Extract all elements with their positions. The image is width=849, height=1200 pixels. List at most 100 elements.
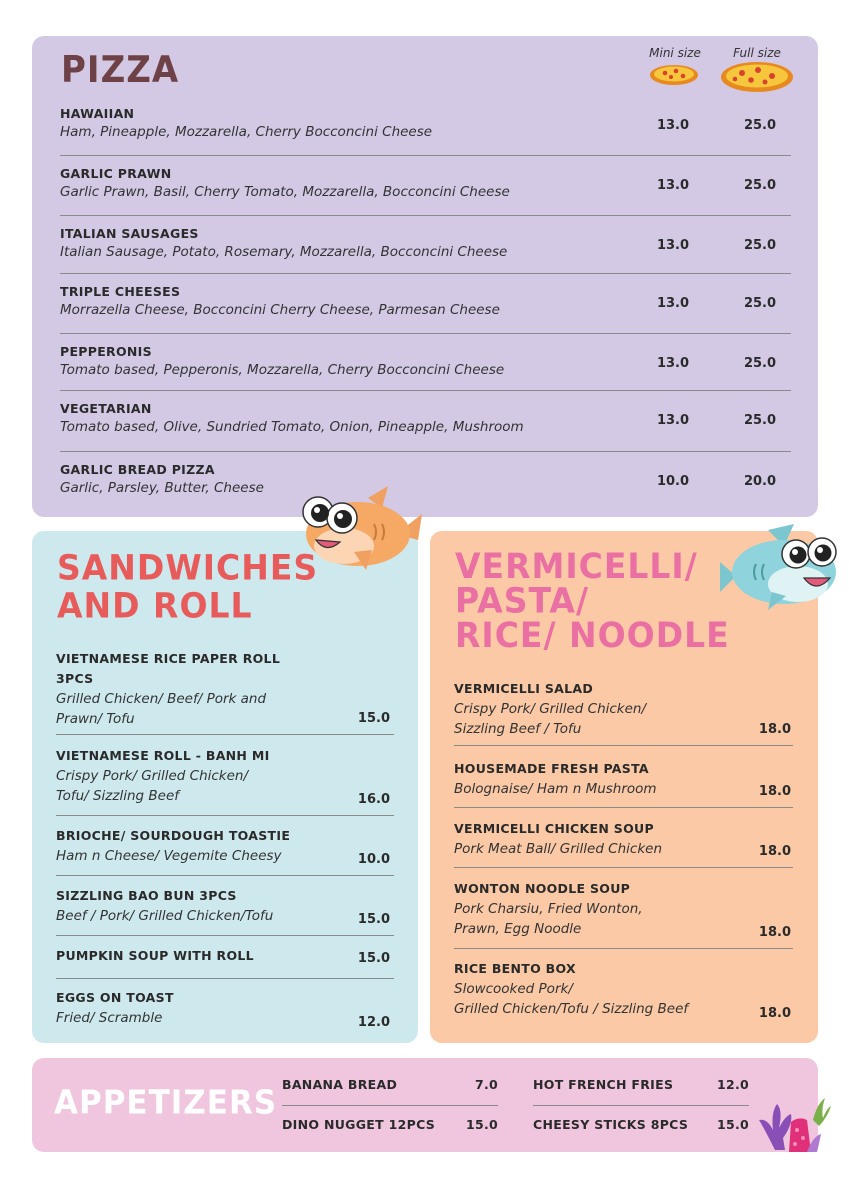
- appetizer-price: 15.0: [465, 1117, 498, 1132]
- full-price: 25.0: [743, 413, 777, 428]
- item-name: PUMPKIN SOUP WITH ROLL: [56, 948, 254, 963]
- item-name: RICE BENTO BOX: [454, 961, 576, 976]
- appetizers-section: APPETIZERS BANANA BREAD 7.0 DINO NUGGET …: [32, 1058, 818, 1152]
- mini-pizza-icon: [650, 65, 698, 85]
- sandwiches-title: SANDWICHES AND ROLL: [57, 549, 318, 625]
- item-price: 15.0: [357, 951, 390, 966]
- sandwiches-title-line2: AND ROLL: [57, 584, 253, 626]
- vermicelli-item: VERMICELLI CHICKEN SOUP Pork Meat Ball/ …: [454, 817, 793, 868]
- item-description: Bolognaise/ Ham n Mushroom: [454, 781, 657, 797]
- pizza-item: VEGETARIAN Tomato based, Olive, Sundried…: [60, 391, 791, 452]
- vermicelli-title-line2: PASTA/: [455, 580, 590, 621]
- full-price: 25.0: [743, 118, 777, 133]
- item-price: 18.0: [758, 722, 791, 737]
- full-size-label: Full size: [733, 46, 781, 60]
- item-name: ITALIAN SAUSAGES: [60, 226, 199, 241]
- pizza-item: HAWAIIAN Ham, Pineapple, Mozzarella, Che…: [60, 96, 791, 156]
- sandwiches-section: SANDWICHES AND ROLL VIETNAMESE RICE PAPE…: [32, 531, 418, 1043]
- full-price: 25.0: [743, 296, 777, 311]
- item-description: Tomato based, Olive, Sundried Tomato, On…: [60, 419, 524, 435]
- item-price: 18.0: [758, 844, 791, 859]
- appetizer-price: 7.0: [474, 1077, 498, 1092]
- vermicelli-title-line1: VERMICELLI/: [455, 545, 698, 587]
- item-name: TRIPLE CHEESES: [60, 284, 181, 299]
- full-price: 25.0: [743, 238, 777, 253]
- item-description: Ham n Cheese/ Vegemite Cheesy: [56, 848, 282, 864]
- vermicelli-item: RICE BENTO BOX Slowcooked Pork/ Grilled …: [454, 957, 793, 1029]
- item-name: GARLIC BREAD PIZZA: [60, 462, 215, 477]
- item-description: Tomato based, Pepperonis, Mozzarella, Ch…: [60, 362, 505, 378]
- item-description-continued: Prawn/ Tofu: [56, 711, 135, 727]
- appetizer-name: BANANA BREAD: [282, 1077, 398, 1092]
- item-name: PEPPERONIS: [60, 344, 152, 359]
- coral-illustration: [759, 1098, 831, 1152]
- sandwiches-title-line1: SANDWICHES: [57, 547, 319, 589]
- full-pizza-icon: [721, 62, 793, 92]
- item-description: Slowcooked Pork/: [454, 981, 573, 997]
- full-price: 25.0: [743, 178, 777, 193]
- sandwich-item: BRIOCHE/ SOURDOUGH TOASTIE Ham n Cheese/…: [56, 824, 394, 876]
- mini-price: 13.0: [656, 356, 690, 371]
- mini-price: 13.0: [656, 413, 690, 428]
- pizza-section: PIZZA Mini size Full size HAWAIIAN Ham, …: [32, 36, 818, 517]
- item-name: GARLIC PRAWN: [60, 166, 172, 181]
- item-price: 10.0: [357, 852, 390, 867]
- item-price: 15.0: [357, 912, 390, 927]
- item-description: Pork Meat Ball/ Grilled Chicken: [454, 841, 663, 857]
- item-name: HOUSEMADE FRESH PASTA: [454, 761, 649, 776]
- divider: [282, 1105, 498, 1106]
- item-name: EGGS ON TOAST: [56, 990, 174, 1005]
- sandwich-item: PUMPKIN SOUP WITH ROLL 15.0: [56, 944, 394, 979]
- sandwich-item: EGGS ON TOAST Fried/ Scramble 12.0: [56, 986, 394, 1038]
- item-description-continued: Grilled Chicken/Tofu / Sizzling Beef: [454, 1001, 689, 1017]
- mini-price: 13.0: [656, 178, 690, 193]
- item-description-continued: Tofu/ Sizzling Beef: [56, 788, 180, 804]
- item-price: 16.0: [357, 792, 390, 807]
- item-name: VERMICELLI CHICKEN SOUP: [454, 821, 654, 836]
- item-description: Crispy Pork/ Grilled Chicken/: [454, 701, 647, 717]
- item-description: Morrazella Cheese, Bocconcini Cherry Che…: [60, 302, 500, 318]
- item-name: VERMICELLI SALAD: [454, 681, 594, 696]
- vermicelli-item: VERMICELLI SALAD Crispy Pork/ Grilled Ch…: [454, 677, 793, 746]
- pizza-item: ITALIAN SAUSAGES Italian Sausage, Potato…: [60, 216, 791, 274]
- vermicelli-section: VERMICELLI/ PASTA/ RICE/ NOODLE VERMICEL…: [430, 531, 818, 1043]
- pizza-item: GARLIC PRAWN Garlic Prawn, Basil, Cherry…: [60, 156, 791, 216]
- item-description: Pork Charsiu, Fried Wonton,: [454, 901, 643, 917]
- item-price: 18.0: [758, 784, 791, 799]
- item-description-continued: Prawn, Egg Noodle: [454, 921, 582, 937]
- sandwich-item: VIETNAMESE ROLL - BANH MI Crispy Pork/ G…: [56, 744, 394, 816]
- item-name: VEGETARIAN: [60, 401, 152, 416]
- appetizer-price: 12.0: [716, 1077, 749, 1092]
- item-description: Garlic, Parsley, Butter, Cheese: [60, 480, 264, 496]
- item-description: Ham, Pineapple, Mozzarella, Cherry Bocco…: [60, 124, 433, 140]
- appetizer-price: 15.0: [716, 1117, 749, 1132]
- item-description-continued: Sizzling Beef / Tofu: [454, 721, 582, 737]
- item-description: Fried/ Scramble: [56, 1010, 163, 1026]
- item-price: 18.0: [758, 925, 791, 940]
- appetizer-name: HOT FRENCH FRIES: [533, 1077, 674, 1092]
- appetizers-title: APPETIZERS: [54, 1084, 278, 1122]
- vermicelli-item: WONTON NOODLE SOUP Pork Charsiu, Fried W…: [454, 877, 793, 949]
- sandwich-item: SIZZLING BAO BUN 3PCS Beef / Pork/ Grill…: [56, 884, 394, 936]
- pizza-item: PEPPERONIS Tomato based, Pepperonis, Moz…: [60, 334, 791, 391]
- mini-size-label: Mini size: [649, 46, 701, 60]
- teal-shark-illustration: [720, 524, 837, 610]
- item-description: Crispy Pork/ Grilled Chicken/: [56, 768, 249, 784]
- orange-shark-illustration: [302, 486, 422, 570]
- pizza-title: PIZZA: [61, 48, 180, 92]
- full-price: 25.0: [743, 356, 777, 371]
- item-name: SIZZLING BAO BUN 3PCS: [56, 888, 237, 903]
- item-name: VIETNAMESE ROLL - BANH MI: [56, 748, 270, 763]
- item-price: 18.0: [758, 1006, 791, 1021]
- pizza-item: TRIPLE CHEESES Morrazella Cheese, Boccon…: [60, 274, 791, 334]
- item-name: BRIOCHE/ SOURDOUGH TOASTIE: [56, 828, 291, 843]
- appetizer-name: DINO NUGGET 12PCS: [282, 1117, 436, 1132]
- mini-price: 10.0: [656, 474, 690, 489]
- item-price: 12.0: [357, 1015, 390, 1030]
- item-name: HAWAIIAN: [60, 106, 135, 121]
- item-description: Italian Sausage, Potato, Rosemary, Mozza…: [60, 244, 508, 260]
- pizza-item: GARLIC BREAD PIZZA Garlic, Parsley, Butt…: [60, 452, 791, 512]
- mini-price: 13.0: [656, 238, 690, 253]
- item-price: 15.0: [357, 711, 390, 726]
- full-price: 20.0: [743, 474, 777, 489]
